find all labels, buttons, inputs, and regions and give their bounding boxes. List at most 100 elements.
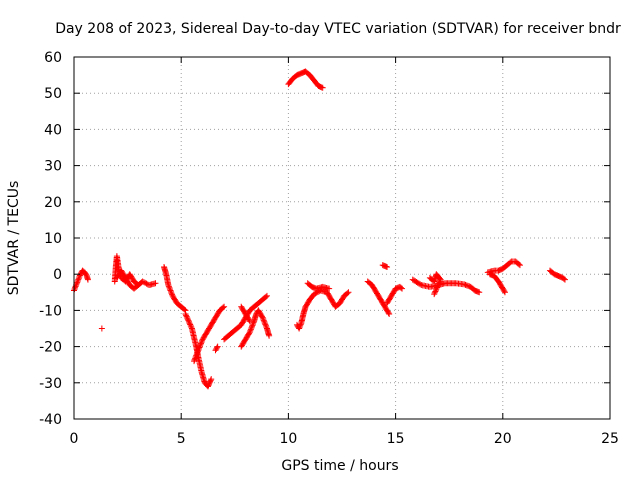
- series-arc-11: [238, 303, 253, 325]
- data-point: [297, 322, 304, 329]
- data-point: [184, 314, 191, 321]
- grid-lines: [74, 57, 610, 419]
- data-point: [192, 354, 199, 361]
- data-point: [191, 356, 198, 363]
- y-tick-label: 30: [44, 159, 62, 175]
- data-point: [260, 317, 267, 324]
- axis-ticks: 0 5 10 15 20 25 -40 -30 -20 -10 0 10 20 30 40 50 60: [39, 50, 619, 447]
- data-point: [296, 325, 303, 332]
- data-point: [167, 287, 174, 294]
- data-point: [319, 84, 326, 91]
- data-point: [262, 322, 269, 329]
- series-arc-05: [161, 263, 189, 314]
- series-arc-10: [238, 307, 273, 350]
- data-point: [185, 318, 192, 325]
- data-points: [71, 68, 568, 390]
- x-tick-label: 5: [177, 431, 186, 447]
- data-point: [187, 322, 194, 329]
- data-point: [98, 325, 105, 332]
- y-tick-label: 60: [44, 50, 62, 66]
- data-point: [258, 313, 265, 320]
- y-tick-label: 20: [44, 195, 62, 211]
- data-point: [417, 281, 424, 288]
- data-point: [248, 323, 255, 330]
- series-arc-18: [409, 276, 483, 296]
- data-point: [186, 320, 193, 327]
- data-point: [397, 284, 404, 291]
- data-point: [75, 276, 82, 283]
- y-axis-label: SDTVAR / TECUs: [6, 181, 22, 296]
- data-point: [437, 276, 444, 283]
- data-point: [165, 283, 172, 290]
- data-point: [169, 291, 176, 298]
- data-point: [72, 284, 79, 291]
- data-point: [197, 341, 204, 348]
- data-point: [181, 306, 188, 313]
- data-point: [501, 288, 508, 295]
- data-point: [465, 282, 472, 289]
- y-tick-label: -40: [39, 412, 62, 428]
- data-point: [208, 376, 215, 383]
- data-point: [247, 326, 254, 333]
- data-point: [188, 324, 195, 331]
- data-point: [249, 322, 256, 329]
- data-point: [311, 291, 318, 298]
- data-point: [187, 321, 194, 328]
- data-point: [76, 273, 83, 280]
- data-point: [74, 277, 81, 284]
- data-point: [561, 276, 568, 283]
- data-point: [185, 317, 192, 324]
- data-point: [165, 282, 172, 289]
- y-tick-label: 50: [44, 86, 62, 102]
- data-point: [247, 327, 254, 334]
- data-point: [436, 279, 443, 286]
- data-point: [516, 262, 523, 269]
- data-point: [431, 291, 438, 298]
- data-point: [183, 312, 190, 319]
- data-point: [246, 318, 253, 325]
- x-axis-label: GPS time / hours: [281, 458, 398, 474]
- data-point: [199, 337, 206, 344]
- data-point: [434, 283, 441, 290]
- data-point: [135, 282, 142, 289]
- data-point: [250, 320, 257, 327]
- series-arc-21: [484, 258, 523, 276]
- x-tick-label: 25: [601, 431, 619, 447]
- data-point: [399, 285, 406, 292]
- data-point: [84, 276, 91, 283]
- data-point: [221, 303, 228, 310]
- data-point: [246, 330, 253, 337]
- data-point: [501, 289, 508, 296]
- data-point: [196, 343, 203, 350]
- y-tick-label: 10: [44, 231, 62, 247]
- data-point: [259, 314, 266, 321]
- data-point: [74, 279, 81, 286]
- series-arc-07: [191, 303, 228, 365]
- data-point: [515, 261, 522, 268]
- y-tick-label: -20: [39, 340, 62, 356]
- data-point: [296, 324, 303, 331]
- data-point: [143, 280, 150, 287]
- data-point: [263, 324, 270, 331]
- series-arc-15: [364, 278, 393, 318]
- data-point: [297, 321, 304, 328]
- data-point: [166, 286, 173, 293]
- data-point: [184, 316, 191, 323]
- data-point: [139, 278, 146, 285]
- series-arc-19: [426, 271, 444, 298]
- data-point: [432, 287, 439, 294]
- series-arc-14: [304, 280, 333, 292]
- data-point: [476, 289, 483, 296]
- data-point: [250, 319, 257, 326]
- series-arc-08: [212, 343, 221, 354]
- y-tick-label: -10: [39, 303, 62, 319]
- data-point: [262, 293, 269, 300]
- data-point: [214, 343, 221, 350]
- data-point: [260, 315, 267, 322]
- data-point: [261, 320, 268, 327]
- data-point: [166, 284, 173, 291]
- data-point: [463, 282, 470, 289]
- data-point: [326, 285, 333, 292]
